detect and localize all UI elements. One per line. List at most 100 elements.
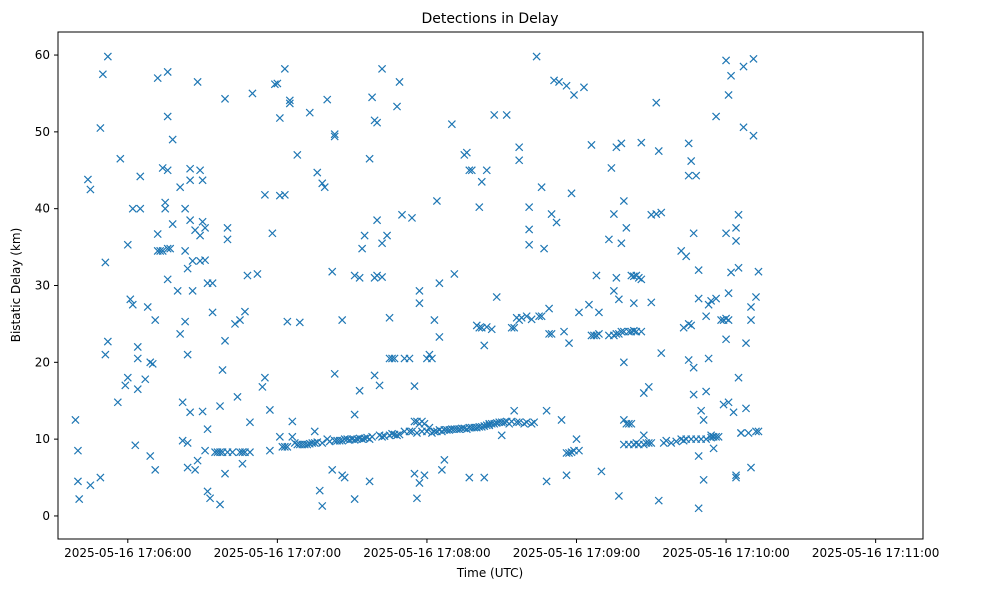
data-point: [330, 132, 339, 141]
x-tick-label: 2025-05-16 17:11:00: [812, 546, 939, 560]
data-point: [198, 217, 207, 226]
data-point: [83, 175, 92, 184]
data-point: [629, 299, 638, 308]
data-point: [557, 415, 566, 424]
data-point: [86, 481, 95, 490]
data-point: [522, 312, 531, 321]
data-point: [746, 316, 756, 325]
data-point: [368, 432, 377, 441]
data-point: [223, 223, 232, 232]
data-point: [746, 302, 756, 312]
data-point: [198, 176, 207, 185]
data-point: [672, 437, 681, 446]
data-point: [477, 422, 486, 431]
data-point: [555, 77, 564, 86]
data-point: [657, 208, 666, 217]
data-point: [689, 363, 698, 372]
data-point: [245, 448, 254, 457]
data-point: [712, 112, 721, 121]
data-point: [181, 317, 190, 326]
data-point: [318, 438, 327, 448]
data-point: [719, 400, 728, 409]
data-point: [547, 329, 556, 338]
data-point: [375, 381, 384, 390]
data-point: [412, 428, 421, 438]
data-point: [103, 337, 112, 346]
data-point: [704, 300, 713, 309]
data-point: [699, 475, 708, 484]
data-point: [260, 373, 269, 382]
data-point: [522, 418, 531, 427]
data-point: [220, 94, 230, 103]
data-point: [512, 418, 521, 427]
data-point: [358, 244, 367, 253]
data-point: [612, 329, 621, 338]
data-point: [163, 244, 172, 253]
data-point: [143, 302, 152, 312]
data-point: [702, 435, 711, 444]
data-point: [313, 168, 322, 177]
data-point: [223, 235, 232, 244]
data-point: [73, 446, 82, 455]
data-point: [537, 183, 546, 192]
data-point: [744, 428, 753, 438]
data-point: [437, 465, 446, 474]
data-point: [422, 427, 431, 436]
data-point: [383, 231, 392, 240]
data-point: [183, 350, 192, 359]
data-point: [101, 350, 110, 359]
data-point: [712, 432, 721, 441]
data-point: [410, 417, 419, 426]
data-point: [574, 446, 584, 455]
data-point: [303, 440, 312, 449]
data-point: [216, 500, 225, 509]
data-point: [265, 446, 274, 455]
data-point: [654, 147, 663, 156]
data-point: [654, 496, 663, 505]
data-point: [617, 239, 626, 248]
data-point: [288, 417, 297, 426]
data-point: [265, 405, 274, 414]
data-point: [739, 123, 748, 132]
data-point: [589, 331, 598, 340]
data-point: [198, 407, 207, 416]
data-point: [639, 389, 648, 398]
data-point: [350, 495, 359, 504]
data-point: [103, 52, 112, 61]
data-point: [273, 79, 282, 88]
data-point: [216, 448, 225, 457]
data-point: [163, 67, 172, 76]
data-point: [697, 406, 706, 415]
data-point: [637, 275, 646, 284]
data-point: [136, 204, 145, 213]
data-point: [133, 354, 142, 363]
data-point: [704, 354, 713, 363]
data-point: [388, 429, 397, 438]
data-point: [158, 163, 167, 172]
data-point: [702, 387, 711, 396]
plot-frame: [57, 31, 924, 540]
data-point: [435, 279, 444, 288]
data-point: [183, 438, 192, 448]
data-point: [540, 244, 549, 253]
data-point: [230, 319, 240, 328]
data-point: [579, 83, 589, 92]
data-point: [407, 213, 417, 222]
data-point: [410, 382, 419, 391]
data-point: [497, 431, 506, 440]
data-point: [475, 323, 484, 332]
data-point: [280, 64, 289, 73]
data-point: [619, 358, 628, 367]
data-point: [240, 307, 249, 316]
data-point: [193, 456, 202, 465]
data-point: [310, 427, 319, 436]
data-point: [465, 473, 474, 482]
data-point: [151, 465, 160, 474]
data-point: [692, 171, 701, 180]
data-point: [131, 441, 140, 450]
data-point: [365, 154, 374, 163]
data-point: [335, 436, 344, 445]
data-point: [712, 294, 721, 303]
data-point: [532, 52, 541, 61]
